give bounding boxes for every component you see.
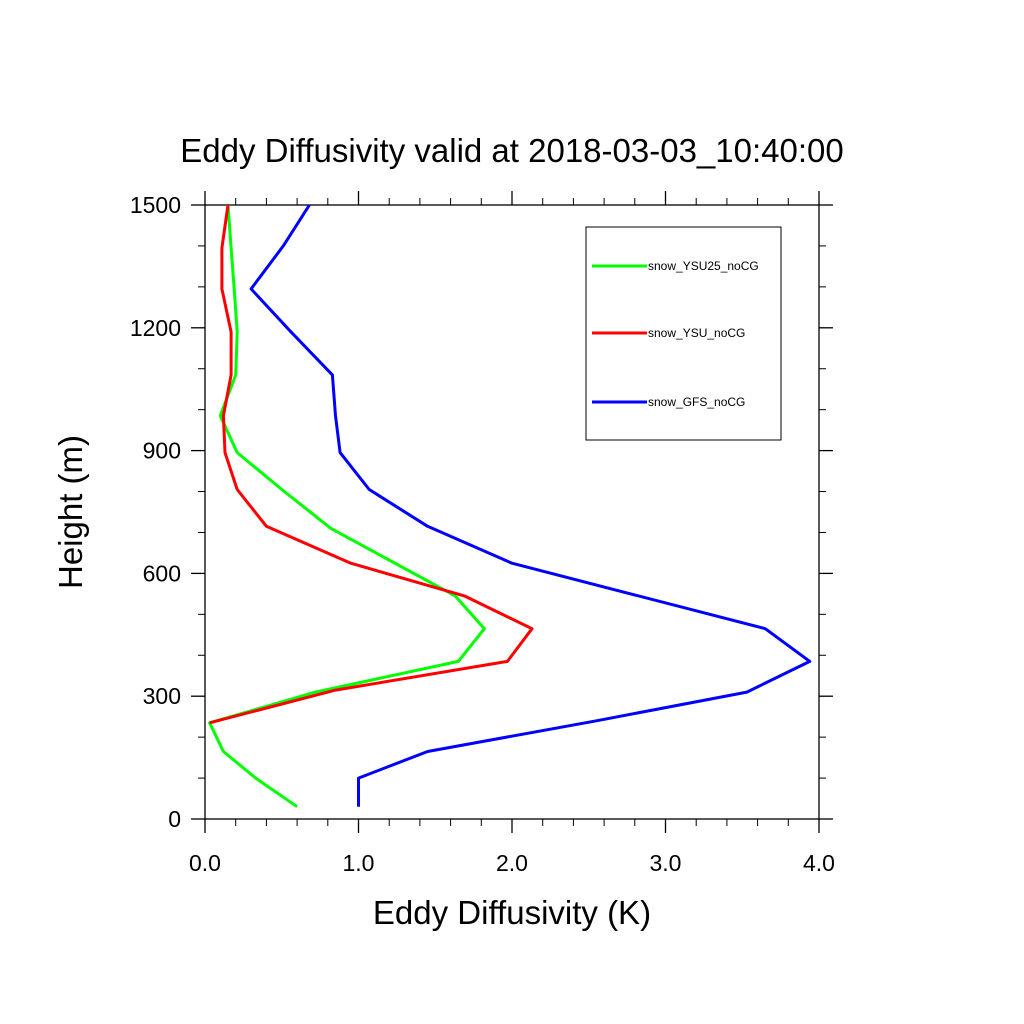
y-tick-label: 0	[168, 806, 181, 832]
y-axis-label: Height (m)	[52, 435, 89, 589]
x-axis-label: Eddy Diffusivity (K)	[373, 894, 651, 931]
x-tick-label: 2.0	[496, 850, 528, 876]
plot-frame	[204, 204, 820, 820]
legend-box	[585, 226, 782, 441]
legend-label: snow_YSU25_noCG	[648, 259, 759, 273]
y-tick-label: 1200	[130, 315, 181, 341]
series-layer	[208, 204, 812, 808]
y-tick-label: 900	[143, 438, 181, 464]
axis-ticks: 0.0 1.0 2.0 3.0 4.0 0 300 600 900 1200 1500	[130, 191, 835, 876]
y-tick-label: 600	[143, 560, 181, 586]
x-tick-label: 1.0	[343, 850, 375, 876]
legend: snow_YSU25_noCG snow_YSU_noCG snow_GFS_noC…	[585, 226, 782, 441]
series-line-snow_YSU25_noCG	[208, 204, 486, 808]
legend-label: snow_GFS_noCG	[648, 395, 745, 409]
chart-title: Eddy Diffusivity valid at 2018-03-03_10:…	[180, 132, 843, 169]
x-tick-label: 3.0	[650, 850, 682, 876]
x-tick-label: 0.0	[189, 850, 221, 876]
series-line-snow_YSU_noCG	[209, 204, 534, 725]
legend-label: snow_YSU_noCG	[648, 326, 745, 340]
series-line-snow_GFS_noCG	[249, 204, 812, 807]
y-tick-label: 1500	[130, 192, 181, 218]
x-tick-label: 4.0	[803, 850, 835, 876]
y-tick-label: 300	[143, 683, 181, 709]
